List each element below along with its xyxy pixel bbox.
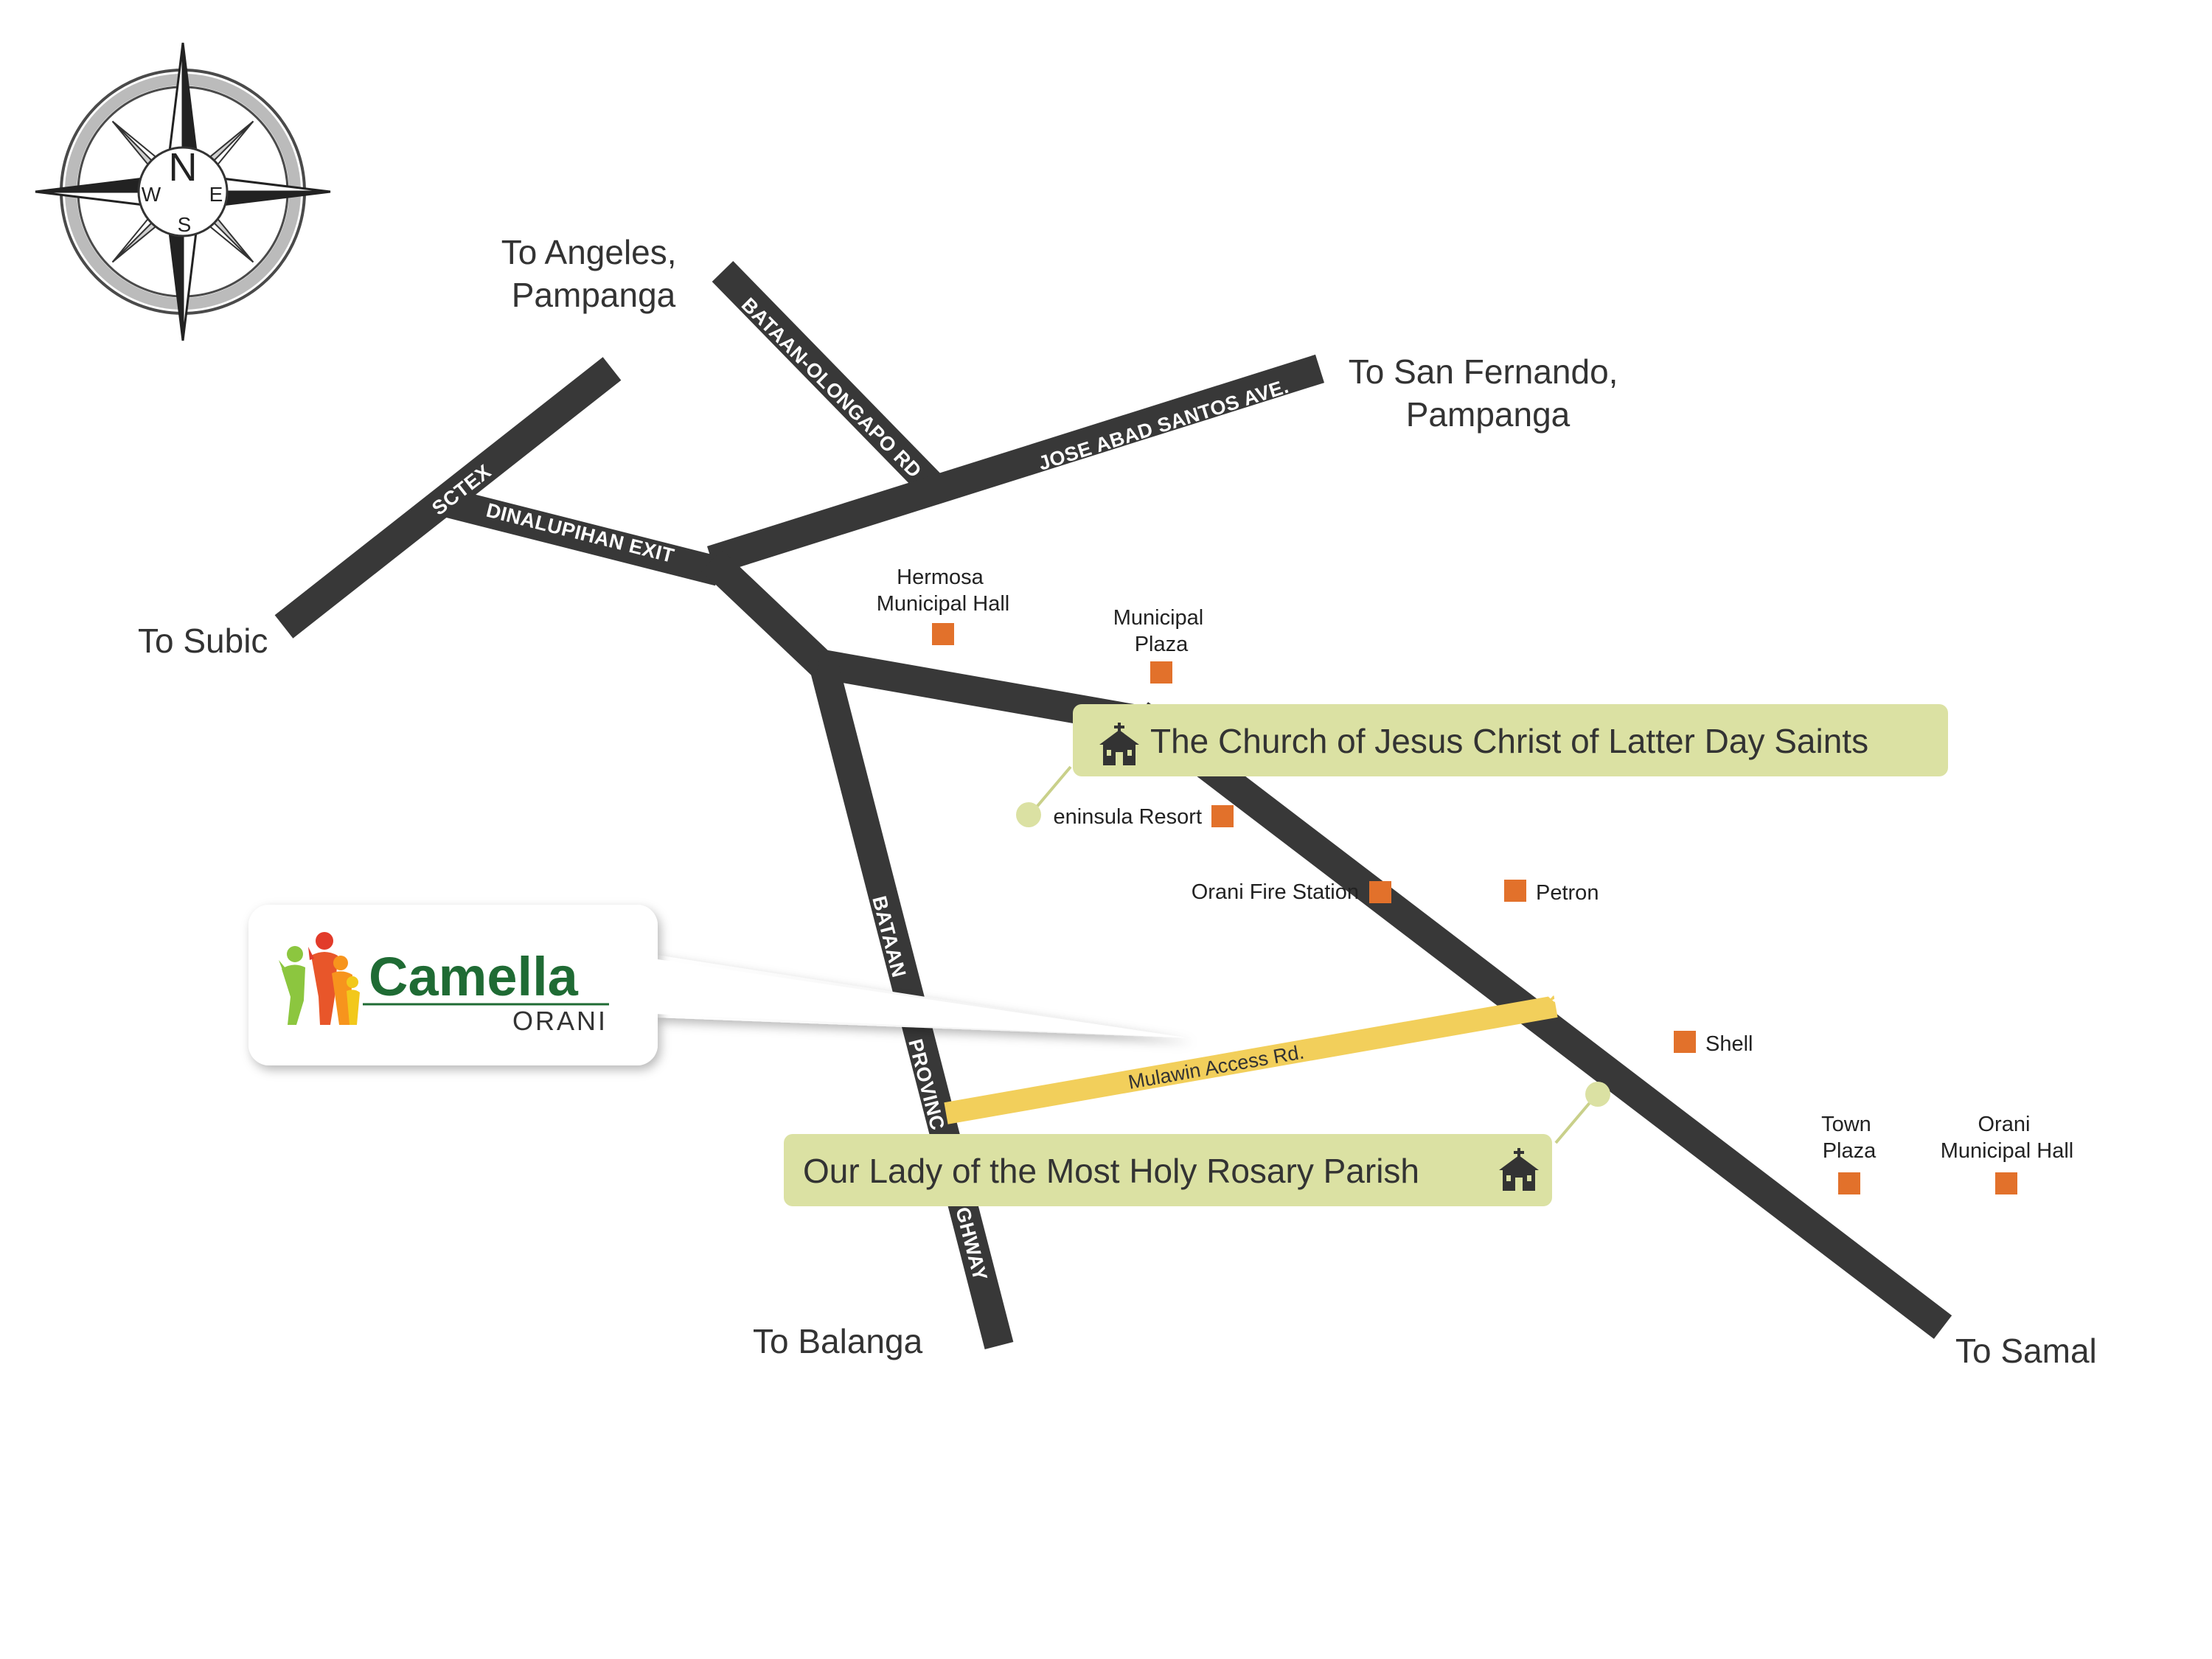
landmark-town-plaza: Town Plaza xyxy=(1821,1113,1877,1194)
landmark-marker xyxy=(1211,805,1234,827)
landmark-marker xyxy=(1150,661,1172,684)
svg-text:Town Plaza: Town Plaza xyxy=(1821,1113,1877,1163)
landmark-marker xyxy=(1838,1172,1860,1194)
compass-east: E xyxy=(209,183,223,206)
svg-text:Orani Fire Station: Orani Fire Station xyxy=(1192,880,1359,904)
landmark-municipal-plaza: Municipal Plaza xyxy=(1113,606,1210,684)
road-network xyxy=(274,261,1952,1349)
road-label-bataan-olongapo: BATAAN-OLONGAPO RD xyxy=(737,293,926,482)
road-jose-abad-santos xyxy=(706,354,1325,575)
family-figures-icon xyxy=(279,932,360,1025)
landmark-marker xyxy=(1504,880,1526,902)
road-label-mulawin-access: Mulawin Access Rd. xyxy=(1127,1040,1306,1093)
callout-lds-church-text: The Church of Jesus Christ of Latter Day… xyxy=(1150,722,1868,760)
location-pin xyxy=(1016,802,1041,827)
location-pin xyxy=(1585,1082,1610,1107)
landmark-marker xyxy=(932,623,954,645)
landmark-marker xyxy=(1995,1172,2017,1194)
road-national xyxy=(1130,702,1952,1339)
compass-west: W xyxy=(142,183,161,206)
destination-balanga: To Balanga xyxy=(753,1322,923,1360)
callout-lds-church: The Church of Jesus Christ of Latter Day… xyxy=(1016,704,1948,827)
camella-location-callout: Camella ORANI xyxy=(248,905,1191,1065)
svg-text:Hermosa Municipal Hall: Hermosa Municipal Hall xyxy=(877,566,1010,616)
compass-rose-icon: N S E W xyxy=(35,42,331,341)
compass-north: N xyxy=(169,145,198,189)
destination-san-fernando: To San Fernando, Pampanga xyxy=(1349,352,1627,434)
road-bataan-olongapo xyxy=(712,261,944,497)
destination-labels: To Angeles, Pampanga To San Fernando, Pa… xyxy=(138,233,2097,1370)
svg-text:Shell: Shell xyxy=(1705,1032,1753,1056)
landmark-petron: Petron xyxy=(1504,880,1599,905)
road-dinalupihan-exit xyxy=(439,487,723,586)
svg-text:Petron: Petron xyxy=(1536,881,1599,905)
landmark-hermosa-hall: Hermosa Municipal Hall xyxy=(877,566,1010,645)
svg-text:Orani Municipal Hall: Orani Municipal Hall xyxy=(1941,1113,2074,1163)
landmark-peninsula-resort: eninsula Resort xyxy=(1054,805,1234,829)
landmark-fire-station: Orani Fire Station xyxy=(1192,880,1391,904)
landmark-shell: Shell xyxy=(1674,1031,1753,1056)
road-mulawin-access xyxy=(944,995,1558,1124)
camella-logo-wordmark: Camella xyxy=(369,946,579,1007)
destination-subic: To Subic xyxy=(138,622,268,660)
svg-text:Municipal Plaza: Municipal Plaza xyxy=(1113,606,1210,656)
landmark-marker xyxy=(1674,1031,1696,1053)
destination-samal: To Samal xyxy=(1955,1332,2097,1370)
callout-rosary-parish: Our Lady of the Most Holy Rosary Parish xyxy=(784,1082,1610,1206)
landmark-orani-hall: Orani Municipal Hall xyxy=(1941,1113,2074,1194)
landmark-marker xyxy=(1369,881,1391,903)
destination-angeles: To Angeles, Pampanga xyxy=(501,233,686,314)
road-connector xyxy=(701,549,835,678)
callout-rosary-parish-text: Our Lady of the Most Holy Rosary Parish xyxy=(803,1152,1419,1190)
church-icon xyxy=(1499,1148,1539,1191)
camella-logo-location: ORANI xyxy=(512,1006,608,1036)
church-icon xyxy=(1099,723,1139,765)
svg-text:eninsula Resort: eninsula Resort xyxy=(1054,805,1203,829)
compass-south: S xyxy=(178,213,192,236)
road-label-jose-abad-santos: JOSE ABAD SANTOS AVE. xyxy=(1036,375,1292,475)
landmarks: Hermosa Municipal Hall Municipal Plaza e… xyxy=(877,566,2074,1194)
